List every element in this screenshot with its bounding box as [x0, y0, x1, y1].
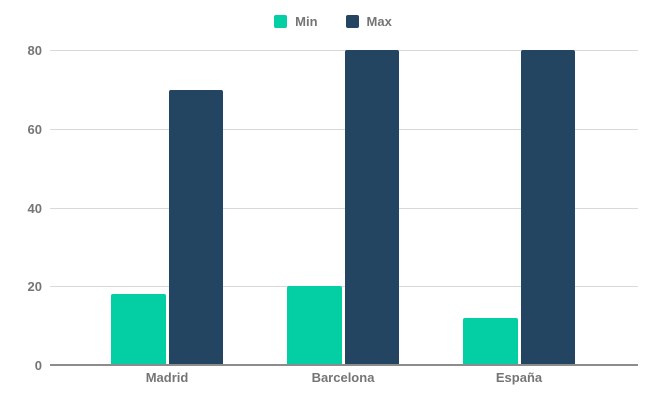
gridline-40	[50, 208, 638, 209]
bar-madrid-max[interactable]	[169, 90, 223, 365]
legend-swatch-min	[274, 15, 288, 28]
y-tick-0: 0	[34, 358, 42, 373]
x-label-madrid: Madrid	[145, 370, 189, 385]
legend-item-max[interactable]: Max	[345, 14, 392, 29]
legend-label-max: Max	[366, 14, 392, 29]
chart-legend: Min Max	[0, 14, 656, 29]
legend-label-min: Min	[295, 14, 318, 29]
y-tick-40: 40	[27, 201, 42, 216]
x-label-barcelona: Barcelona	[311, 370, 375, 385]
bar-barcelona-max[interactable]	[345, 50, 399, 365]
bar-espana-min[interactable]	[463, 318, 518, 365]
legend-item-min[interactable]: Min	[274, 14, 318, 29]
bar-espana-max[interactable]	[521, 50, 575, 365]
bar-barcelona-min[interactable]	[287, 286, 342, 365]
legend-swatch-max	[345, 15, 359, 28]
y-tick-80: 80	[27, 43, 42, 58]
bar-madrid-min[interactable]	[111, 294, 166, 365]
x-axis-line	[50, 364, 638, 366]
gridline-60	[50, 129, 638, 130]
y-tick-60: 60	[27, 122, 42, 137]
gridline-80	[50, 50, 638, 51]
y-tick-20: 20	[27, 279, 42, 294]
gridline-20	[50, 286, 638, 287]
x-label-espana: España	[495, 370, 543, 385]
